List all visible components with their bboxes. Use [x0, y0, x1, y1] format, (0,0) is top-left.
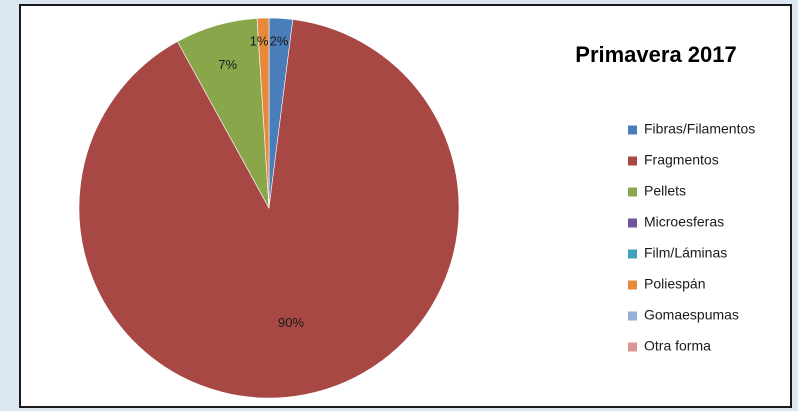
data-label-fibras-filamentos: 2% [270, 33, 289, 48]
legend-label-fragmentos: Fragmentos [644, 152, 719, 168]
pie-slices [78, 17, 460, 399]
legend-swatch-fibras-filamentos [628, 125, 637, 135]
pie-slice-fragmentos [78, 19, 460, 399]
legend-label-pellets: Pellets [644, 183, 686, 199]
pie-slice-poliespan [256, 17, 270, 209]
legend: Fibras/Filamentos Fragmentos Pellets Microe… [628, 121, 755, 354]
data-label-fragmentos: 90% [278, 315, 304, 330]
pie-chart: 2% 90% 7% 1% Primavera 2017 Fibras/Filament… [78, 17, 755, 399]
data-label-poliespan: 1% [250, 33, 269, 48]
chart-frame: 2% 90% 7% 1% Primavera 2017 Fibras/Filament… [19, 4, 792, 408]
legend-swatch-fragmentos [628, 156, 637, 166]
legend-swatch-gomaespumas [628, 311, 637, 321]
legend-label-film-laminas: Film/Láminas [644, 245, 727, 261]
chart-title: Primavera 2017 [575, 42, 736, 67]
legend-label-poliespan: Poliespán [644, 276, 706, 292]
legend-swatch-poliespan [628, 280, 637, 290]
legend-label-fibras-filamentos: Fibras/Filamentos [644, 121, 755, 137]
legend-label-otra-forma: Otra forma [644, 338, 711, 354]
legend-label-gomaespumas: Gomaespumas [644, 307, 739, 323]
data-label-pellets: 7% [218, 57, 237, 72]
pie-data-labels: 2% 90% 7% 1% [218, 33, 304, 330]
legend-swatch-microesferas [628, 218, 637, 228]
legend-swatch-film-laminas [628, 249, 637, 259]
legend-swatch-pellets [628, 187, 637, 197]
legend-label-microesferas: Microesferas [644, 214, 724, 230]
legend-swatch-otra-forma [628, 342, 637, 352]
